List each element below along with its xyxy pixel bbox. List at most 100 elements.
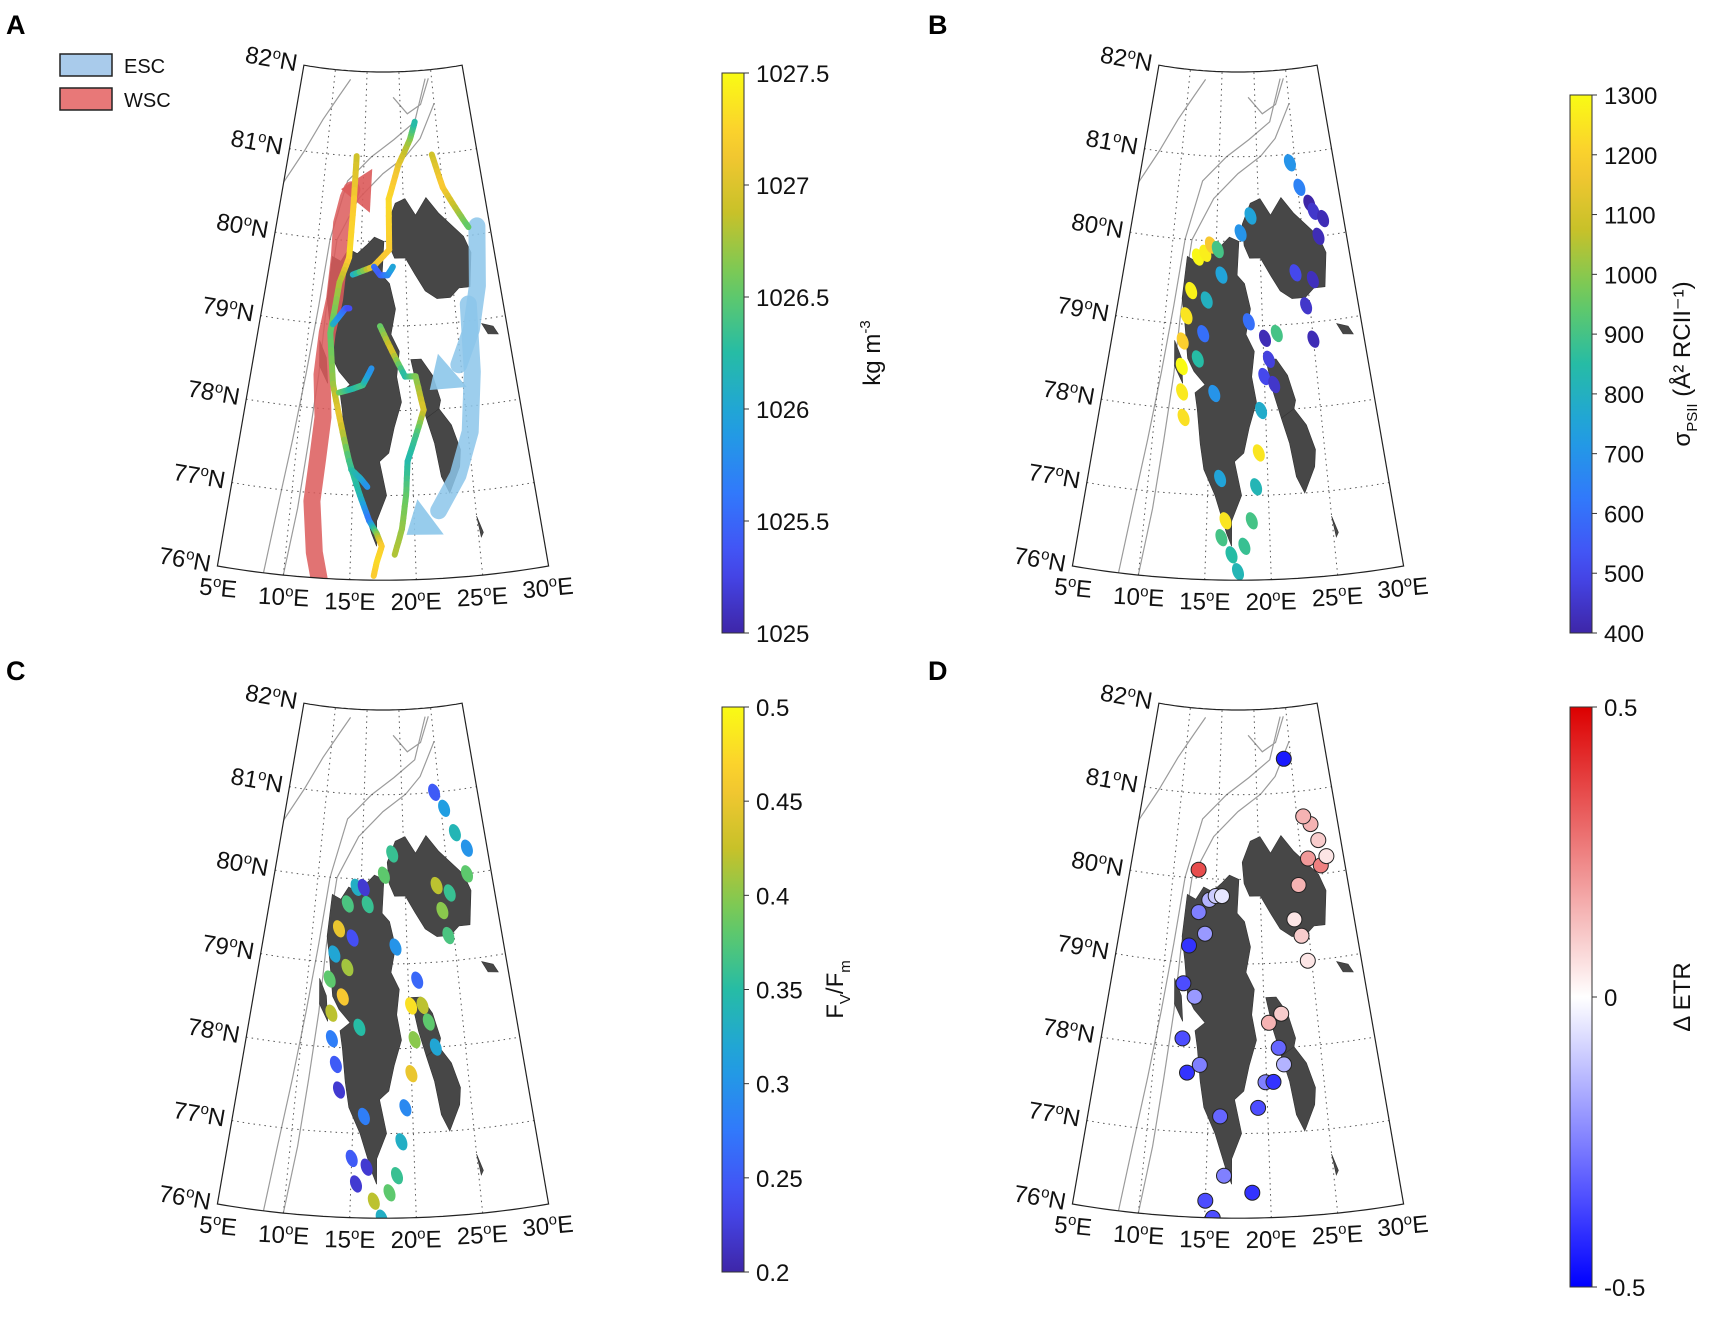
data-point: [1245, 512, 1258, 530]
colorbar-label: Δ ETR: [1669, 962, 1696, 1031]
colorbar-tick-label: 1025.5: [756, 509, 829, 536]
latitude-label: 77oN: [171, 1096, 227, 1133]
current-arrowhead: [429, 353, 467, 391]
data-point: [341, 895, 354, 913]
data-point: [408, 1031, 421, 1049]
latitude-label: 80oN: [214, 208, 270, 245]
data-point: [332, 1081, 346, 1099]
data-point: [399, 1099, 412, 1117]
longitude-label: 20oE: [390, 1225, 442, 1254]
data-point: [460, 865, 474, 883]
data-point: [1214, 888, 1230, 905]
data-point: [1176, 383, 1189, 401]
colorbar-tick-label: 1026: [756, 397, 809, 424]
longitude-label: 25oE: [1311, 1220, 1364, 1251]
data-point: [1181, 937, 1197, 954]
longitude-gridline: [282, 707, 336, 1214]
data-point: [1208, 384, 1221, 403]
longitude-label: 30oE: [1376, 572, 1429, 605]
land-polygon: [386, 196, 472, 299]
track-segment: [363, 482, 371, 490]
isobath-line: [1137, 103, 1290, 576]
latitude-label: 82oN: [243, 41, 299, 78]
colorbar-tick-label: 400: [1604, 621, 1644, 648]
data-point: [1177, 408, 1190, 427]
data-point: [1283, 154, 1296, 172]
data-point: [390, 1167, 404, 1185]
longitude-label: 30oE: [1376, 1210, 1429, 1243]
data-point: [1211, 240, 1224, 259]
land-polygon: [1331, 1153, 1339, 1176]
data-point: [341, 958, 354, 977]
latitude-gridline: [1086, 1120, 1390, 1134]
latitude-gridline: [1144, 786, 1332, 796]
data-point: [1231, 563, 1245, 581]
data-point: [1307, 202, 1320, 220]
data-point: [1179, 1064, 1195, 1081]
data-point: [395, 1133, 408, 1151]
isobath-line: [1138, 79, 1207, 183]
data-point: [353, 1018, 366, 1036]
ship-track: [377, 323, 427, 558]
track-segment: [391, 547, 399, 558]
colorbar-tick-label: 0.35: [756, 978, 803, 1005]
colorbar-label: kg m-3: [857, 320, 886, 385]
map-frame: [1071, 702, 1405, 1219]
map-frame: [216, 64, 550, 581]
ship-track: [329, 305, 353, 328]
data-point: [1231, 1223, 1246, 1238]
latitude-label: 80oN: [1069, 846, 1125, 883]
isobath-line: [1138, 717, 1207, 821]
colorbar-tick-label: 1300: [1604, 83, 1657, 110]
latitude-label: 79oN: [200, 929, 256, 966]
data-point: [1175, 357, 1188, 376]
data-point: [346, 929, 359, 947]
colorbar-tick-label: 1200: [1604, 143, 1657, 170]
latitude-label: 77oN: [1026, 1096, 1082, 1133]
latitude-label: 82oN: [243, 679, 299, 716]
colorbar-tick-label: -0.5: [1604, 1275, 1645, 1302]
data-point: [1180, 307, 1193, 325]
legend-label: ESC: [124, 56, 165, 78]
data-point: [1244, 1184, 1261, 1201]
data-point: [1175, 975, 1192, 992]
data-point: [442, 926, 455, 945]
latitude-label: 77oN: [171, 458, 227, 495]
colorbar: [1569, 706, 1593, 1288]
data-point: [428, 783, 441, 801]
latitude-label: 79oN: [1055, 929, 1111, 966]
data-point: [1260, 1014, 1277, 1031]
data-point: [443, 884, 456, 902]
data-point: [460, 839, 473, 857]
data-point: [1289, 264, 1302, 282]
colorbar-tick-label: 700: [1604, 442, 1644, 469]
colorbar: [721, 72, 745, 634]
data-point: [383, 1184, 396, 1202]
data-point: [1290, 877, 1307, 893]
colorbar-tick-label: 0.2: [756, 1260, 789, 1287]
data-point: [1255, 401, 1268, 420]
colorbar-tick-label: 600: [1604, 501, 1644, 528]
data-point: [1250, 478, 1263, 496]
latitude-gridline: [231, 482, 535, 496]
data-point: [1200, 291, 1213, 309]
legend-swatch: [59, 53, 113, 77]
data-point: [325, 1030, 338, 1048]
data-point: [389, 938, 402, 956]
latitude-label: 77oN: [1026, 458, 1082, 495]
data-point: [1258, 329, 1272, 347]
longitude-label: 30oE: [521, 572, 574, 605]
ship-track: [348, 466, 371, 490]
data-point: [1190, 861, 1207, 878]
longitude-label: 10oE: [1112, 582, 1165, 613]
data-point: [1190, 904, 1207, 921]
longitude-label: 10oE: [1112, 1220, 1165, 1251]
data-point: [1185, 281, 1198, 300]
track-segment: [389, 263, 396, 272]
land-polygon: [1331, 515, 1339, 538]
colorbar-tick-label: 0.25: [756, 1166, 803, 1193]
colorbar-tick-label: 0.5: [1604, 695, 1637, 722]
colorbar: [721, 706, 745, 1273]
